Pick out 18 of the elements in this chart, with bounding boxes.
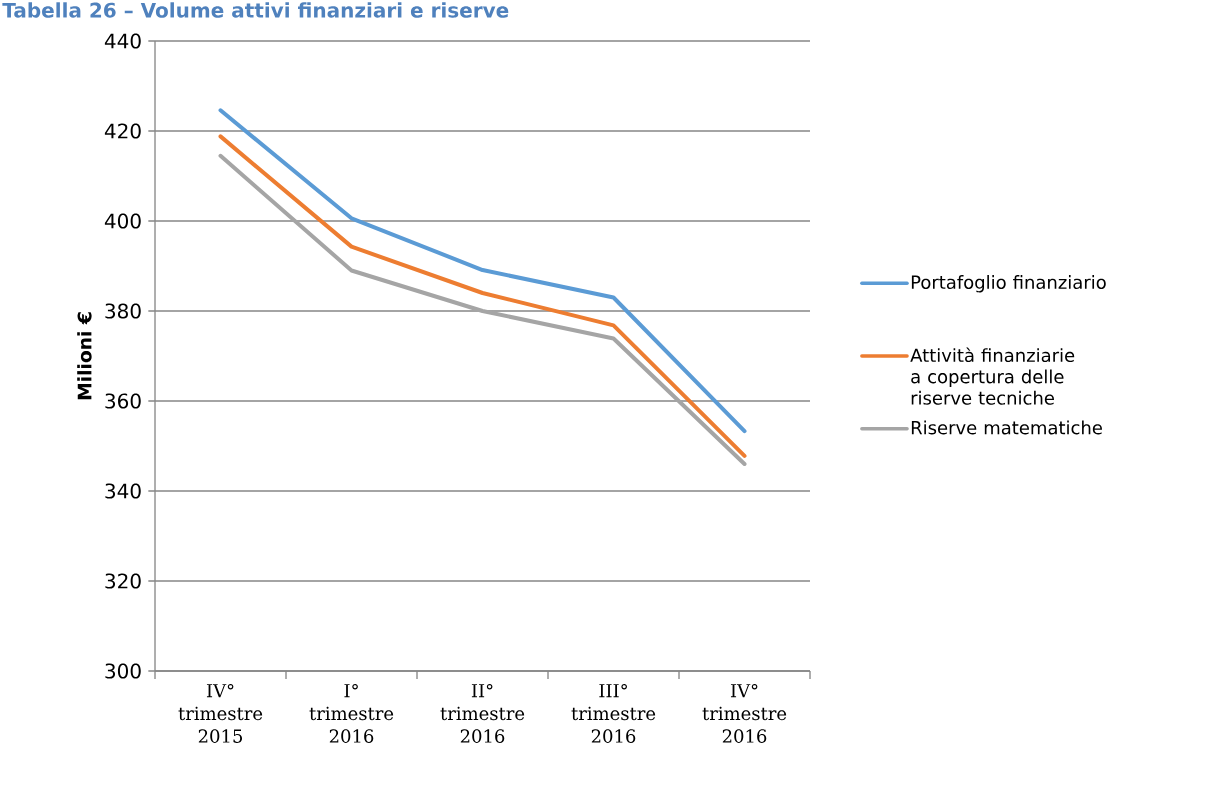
y-tick-label: 300 — [105, 663, 141, 679]
y-tick-label: 400 — [104, 213, 141, 229]
y-tick-label: 380 — [105, 303, 141, 319]
x-tick-label: II° trimestre 2016 — [440, 683, 525, 743]
chart-title: Tabella 26 – Volume attivi finanziari e riserve — [2, 2, 509, 18]
y-axis-title: Milioni € — [77, 312, 92, 400]
x-tick-label: I° trimestre 2016 — [309, 683, 394, 743]
legend-label: Riserve matematiche — [911, 420, 1102, 435]
y-tick-label: 320 — [105, 573, 141, 589]
x-tick-label: III° trimestre 2016 — [571, 683, 656, 743]
x-tick-label: IV° trimestre 2015 — [178, 683, 263, 743]
legend-label: Attività finanziarie a copertura delle riserve tecniche — [910, 347, 1075, 405]
legend-label: Portafoglio finanziario — [911, 275, 1106, 293]
y-tick-label: 360 — [105, 393, 141, 409]
x-tick-label: IV° trimestre 2016 — [702, 683, 787, 743]
y-tick-label: 420 — [104, 123, 141, 139]
y-tick-label: 340 — [105, 483, 141, 499]
y-tick-label: 440 — [104, 33, 141, 49]
